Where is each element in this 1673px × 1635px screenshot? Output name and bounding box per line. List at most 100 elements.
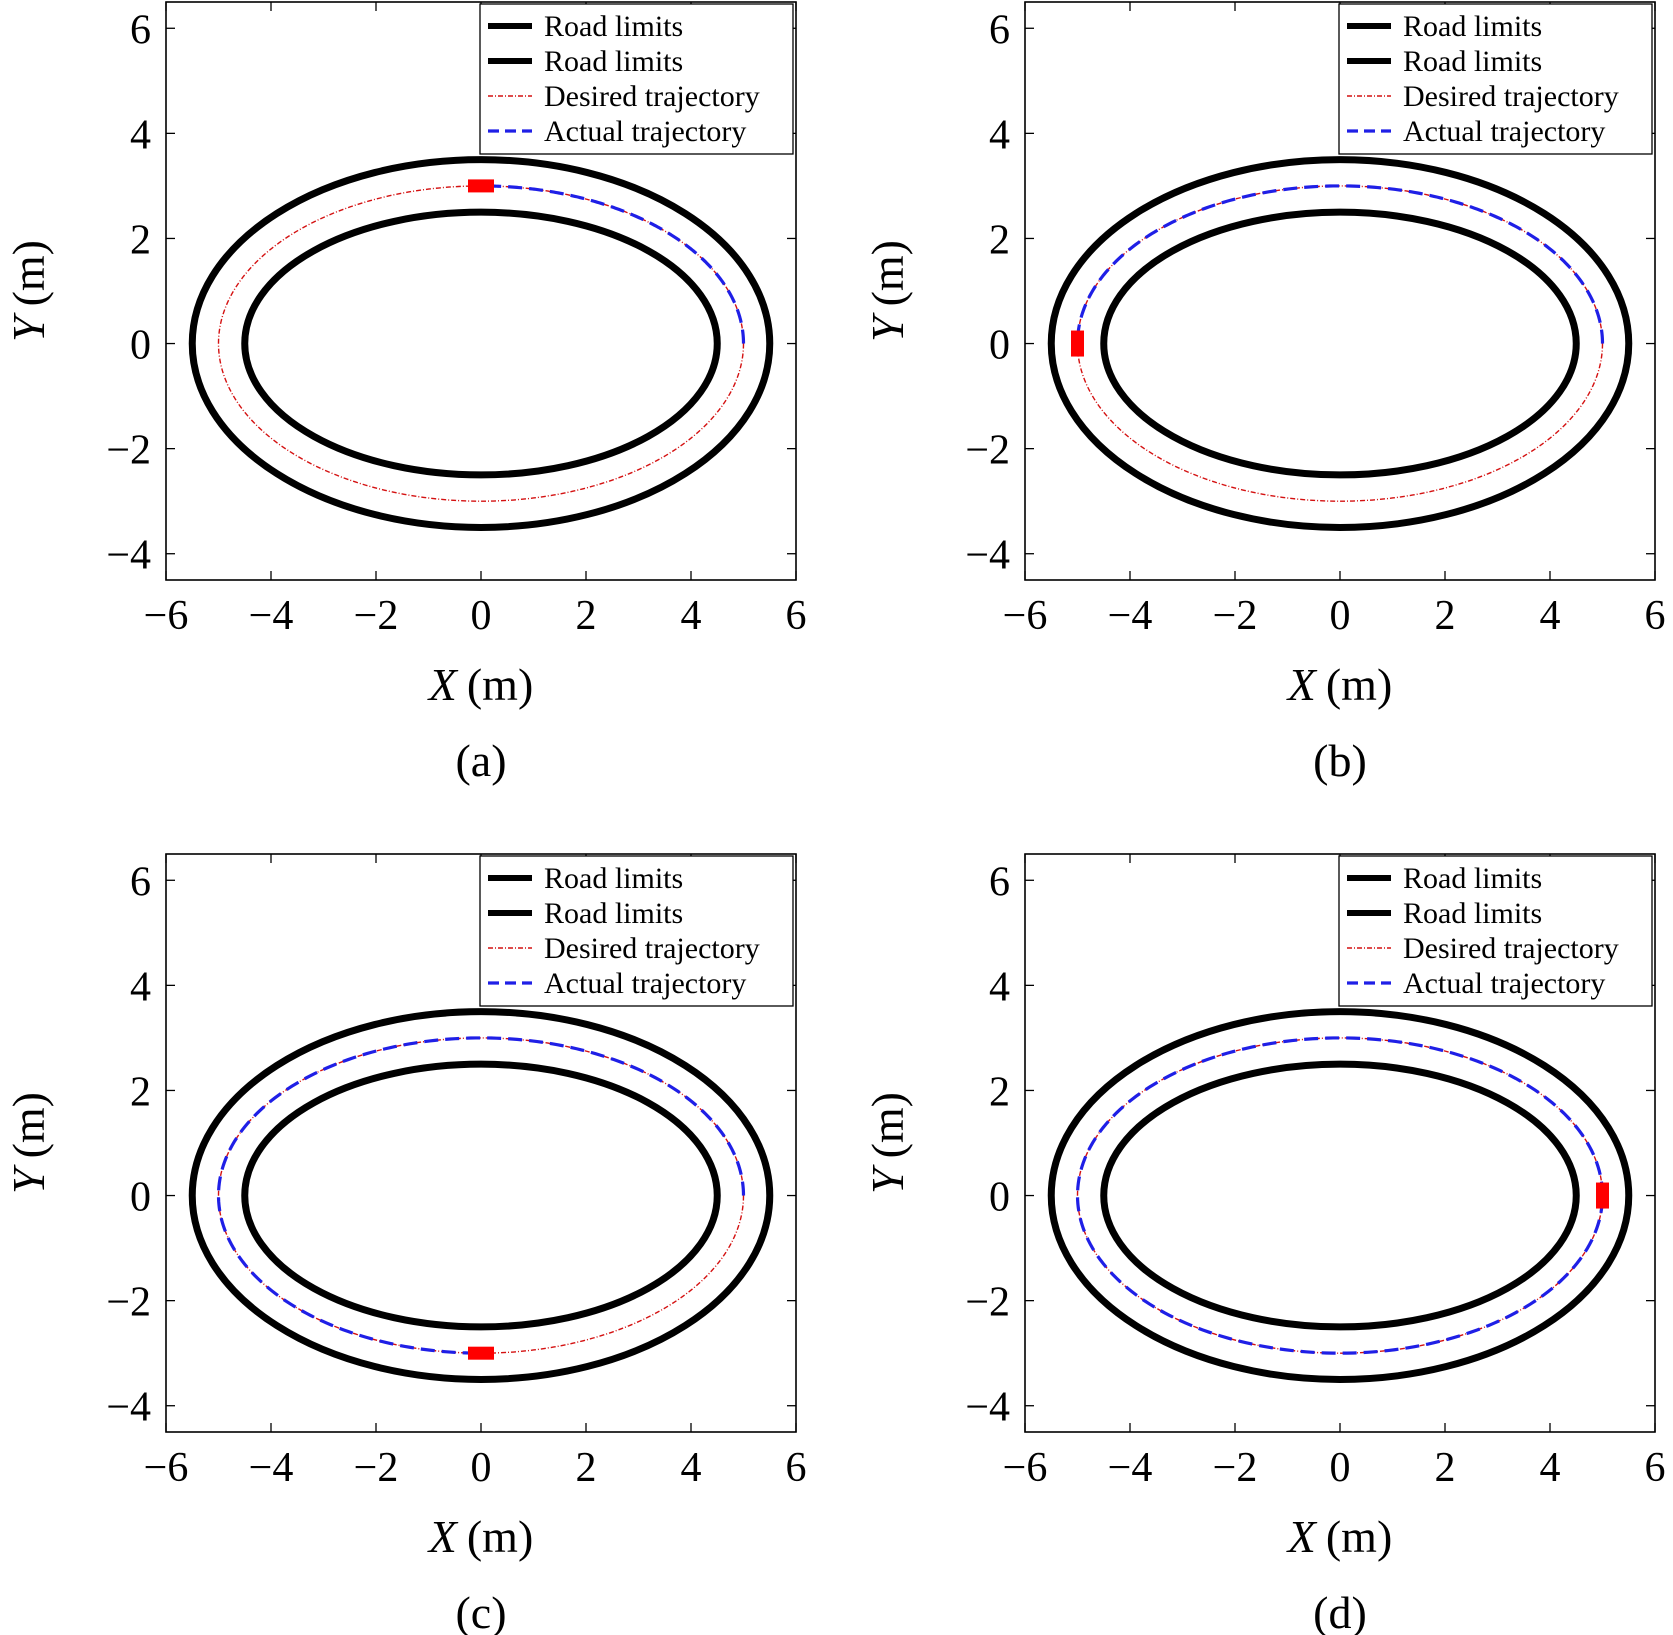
y-tick-label: 4 [989,964,1010,1010]
x-tick-label: −6 [1003,1445,1048,1491]
x-axis-symbol: X [427,659,459,710]
panel-label: (c) [455,1587,506,1635]
y-tick-label: 6 [130,7,151,53]
x-tick-label: −2 [354,1445,399,1491]
legend-label: Desired trajectory [544,932,760,965]
x-axis-unit: (m) [467,1511,533,1562]
x-tick-label: 0 [471,1445,492,1491]
y-tick-label: 6 [989,859,1010,905]
y-tick-label: 0 [989,1175,1010,1221]
x-tick-label: 4 [681,1445,702,1491]
x-tick-label: 6 [786,593,807,639]
y-tick-label: 6 [989,7,1010,53]
y-tick-label: −4 [106,1385,151,1431]
x-tick-label: 4 [1540,1445,1561,1491]
x-tick-label: 2 [576,593,597,639]
y-tick-label: 4 [989,112,1010,158]
legend-label: Road limits [1403,897,1542,930]
x-tick-label: 4 [681,593,702,639]
road-limit-ellipse [188,1008,774,1383]
x-axis-symbol: X [1286,659,1318,710]
y-axis-unit: (m) [862,240,913,306]
legend-label: Actual trajectory [544,967,746,1000]
x-axis-label: X (m) [1286,1511,1393,1562]
y-axis-label: Y (m) [3,1092,54,1194]
x-tick-label: −4 [249,1445,294,1491]
panel-label: (b) [1313,735,1367,786]
x-axis-symbol: X [427,1511,459,1562]
y-axis-unit: (m) [3,1092,54,1158]
x-tick-label: −2 [354,593,399,639]
legend-label: Road limits [544,862,683,895]
vehicle-marker [468,179,494,193]
legend-label: Road limits [544,45,683,78]
x-tick-label: 0 [471,593,492,639]
y-axis-label: Y (m) [862,240,913,342]
legend-label: Road limits [1403,10,1542,43]
y-tick-label: 2 [989,217,1010,263]
y-axis-unit: (m) [3,240,54,306]
x-axis-symbol: X [1286,1511,1318,1562]
x-tick-label: 6 [1645,1445,1666,1491]
x-tick-label: −6 [1003,593,1048,639]
x-tick-label: −4 [249,593,294,639]
y-axis-unit: (m) [862,1092,913,1158]
road-limit-ellipse [1047,156,1633,531]
x-axis-unit: (m) [467,659,533,710]
road-limit-ellipse [241,1060,721,1331]
y-axis-symbol: Y [862,312,913,342]
y-axis-symbol: Y [3,1164,54,1194]
x-axis-label: X (m) [427,1511,534,1562]
panel-label: (d) [1313,1587,1367,1635]
road-limit-ellipse [241,208,721,479]
legend-box [1338,855,1653,1007]
x-tick-label: 2 [1435,593,1456,639]
y-tick-label: −4 [965,533,1010,579]
y-axis-symbol: Y [3,312,54,342]
y-tick-label: −2 [106,428,151,474]
legend-label: Desired trajectory [544,80,760,113]
y-tick-label: 6 [130,859,151,905]
legend-label: Desired trajectory [1403,932,1619,965]
x-axis-label: X (m) [1286,659,1393,710]
legend-label: Actual trajectory [1403,115,1605,148]
legend-box [479,3,794,155]
y-tick-label: −2 [106,1280,151,1326]
panel-label: (a) [455,735,506,786]
x-tick-label: 2 [1435,1445,1456,1491]
x-tick-label: 0 [1330,1445,1351,1491]
legend-label: Actual trajectory [1403,967,1605,1000]
legend-label: Road limits [1403,862,1542,895]
y-axis-symbol: Y [862,1164,913,1194]
actual-trajectory-line [1075,1036,1605,1355]
x-tick-label: 0 [1330,593,1351,639]
y-tick-label: −2 [965,428,1010,474]
y-axis-label: Y (m) [862,1092,913,1194]
actual-trajectory-line [481,184,746,344]
y-tick-label: 0 [130,1175,151,1221]
legend-label: Actual trajectory [544,115,746,148]
y-axis-label: Y (m) [3,240,54,342]
road-limit-ellipse [1100,1060,1580,1331]
x-tick-label: 6 [786,1445,807,1491]
legend-box [1338,3,1653,155]
road-limit-ellipse [1047,1008,1633,1383]
legend-label: Desired trajectory [1403,80,1619,113]
x-tick-label: −4 [1108,1445,1153,1491]
vehicle-marker [1071,330,1084,357]
vehicle-marker [1596,1182,1609,1209]
y-tick-label: 2 [130,217,151,263]
x-axis-unit: (m) [1326,1511,1392,1562]
actual-trajectory-line [216,1036,746,1355]
y-tick-label: 2 [989,1069,1010,1115]
y-tick-label: −4 [106,533,151,579]
x-tick-label: 4 [1540,593,1561,639]
